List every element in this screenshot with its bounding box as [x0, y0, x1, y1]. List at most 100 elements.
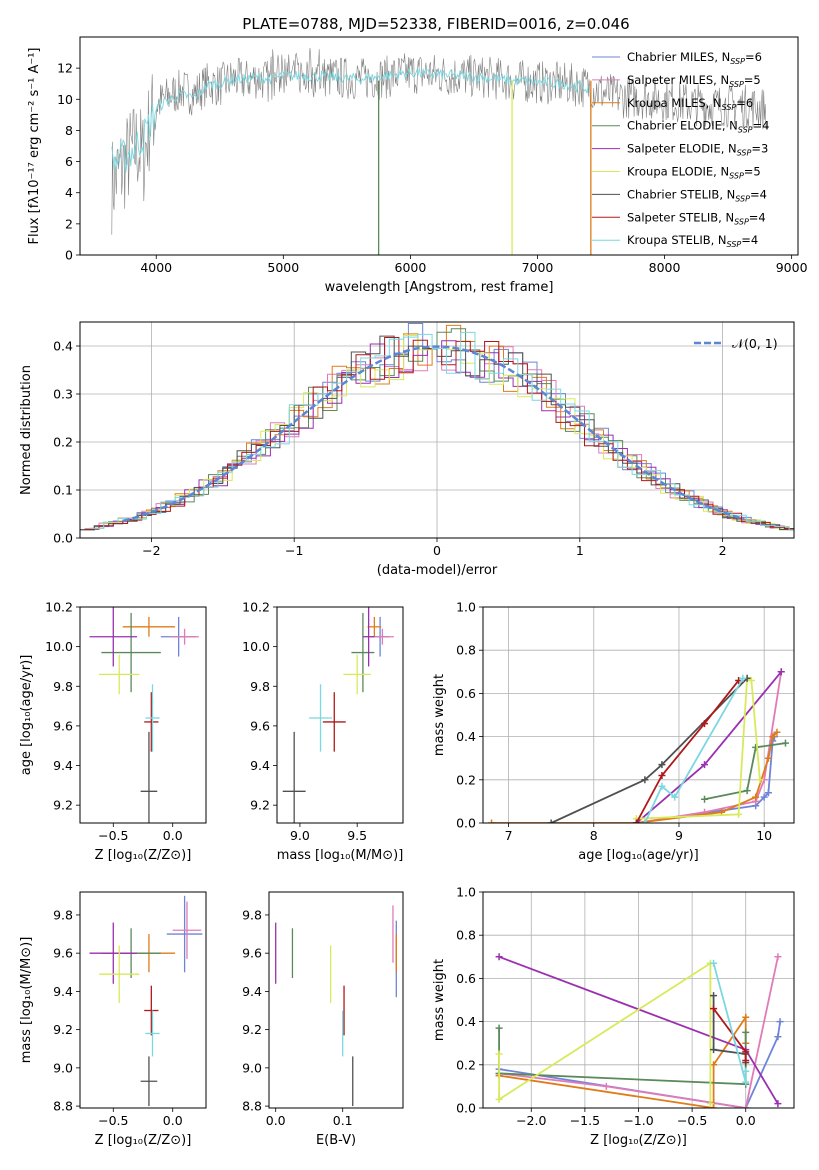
y-tick-label: 9.4 [242, 984, 262, 999]
weight-marker [769, 733, 777, 741]
errorbar-plot [275, 905, 397, 1107]
weight-marker [756, 776, 764, 784]
y-tick-label: 0.6 [456, 686, 476, 701]
weight-marker [710, 1104, 718, 1108]
weight-marker [742, 1104, 750, 1108]
y-tick-label: 9.8 [53, 907, 73, 922]
y-tick-label: 1.0 [456, 600, 476, 615]
weight-marker [710, 1005, 718, 1013]
y-axis-label: mass [log₁₀(M/M⊙)] [19, 937, 34, 1064]
y-tick-label: 9.4 [53, 758, 73, 773]
weight-marker [547, 819, 555, 823]
weight-marker [488, 819, 496, 823]
panel-weight_vs_Z: −2.0 −1.5 −1.0 −0.5 0.0 0.0 0.2 0.4 0.6 0.8 1.0 Z [… [432, 885, 795, 1148]
weight-marker [742, 1048, 750, 1056]
weight-marker [742, 1067, 750, 1075]
y-tick-label: 2 [65, 216, 73, 231]
spectrum-plot [111, 47, 767, 255]
axes-frame [79, 36, 799, 256]
y-tick-label: 0.0 [456, 816, 476, 831]
y-tick-label: 9.0 [242, 1060, 262, 1075]
weight-marker [710, 959, 718, 967]
legend-entry: Kroupa ELODIE, NSSP=5 [627, 165, 761, 181]
y-tick-label: 0.2 [53, 435, 73, 450]
y-tick-label: 9.0 [53, 1060, 73, 1075]
x-tick-label: −0.5 [98, 1113, 128, 1128]
x-tick-label: −0.5 [677, 1113, 707, 1128]
y-tick-label: 0.8 [456, 643, 476, 658]
weight-marker [764, 754, 772, 762]
normal-curve [122, 345, 745, 523]
y-tick-label: 0.4 [456, 1014, 476, 1029]
weight-marker [495, 1050, 503, 1058]
weight-plot [495, 953, 784, 1108]
x-tick-label: 8000 [649, 260, 681, 275]
weight-marker [495, 953, 503, 961]
y-axis-label: Flux [fλ10⁻¹⁷ erg cm⁻² s⁻¹ A⁻¹] [27, 48, 42, 245]
weight-marker [781, 739, 789, 747]
y-tick-label: 10.0 [45, 639, 73, 654]
y-tick-label: 1.0 [456, 885, 476, 900]
weight-marker [495, 1095, 503, 1103]
weight-line-salpeter-stelib [635, 679, 740, 823]
weight-marker [742, 1028, 750, 1036]
x-tick-label: 0.0 [163, 1113, 183, 1128]
y-axis-label: Normed distribution [19, 365, 34, 495]
y-tick-label: 10 [57, 92, 73, 107]
legend-entry: Chabrier ELODIE, NSSP=4 [627, 119, 769, 135]
y-tick-label: 0.1 [53, 483, 73, 498]
x-tick-label: 0.0 [736, 1113, 756, 1128]
weight-marker [658, 761, 666, 769]
x-tick-label: −0.5 [98, 828, 128, 843]
y-tick-label: 9.2 [242, 1022, 262, 1037]
x-axis-label: mass [log₁₀(M/M⊙)] [277, 848, 404, 863]
x-tick-label: −1.5 [570, 1113, 600, 1128]
y-tick-label: 0.0 [53, 531, 73, 546]
x-tick-label: 9000 [776, 260, 808, 275]
weight-marker [774, 1100, 782, 1108]
residual-plot [80, 323, 794, 531]
x-tick-label: 6000 [395, 260, 427, 275]
x-tick-label: 9.5 [347, 828, 367, 843]
x-tick-label: 1 [576, 543, 584, 558]
y-tick-label: 9.6 [53, 946, 73, 961]
panel-age_vs_mass: 9.0 9.5 9.2 9.4 9.6 9.8 10.0 10.2 mass [log₁₀(M/… [242, 600, 404, 863]
y-tick-label: 0.4 [53, 339, 73, 354]
x-tick-label: 8 [590, 828, 598, 843]
panel-residuals: −2 −1 0 1 2 0.0 0.1 0.2 0.3 0.4 (data-model)/error… [19, 321, 795, 578]
axes-frame [276, 606, 404, 824]
y-tick-label: 9.6 [53, 718, 73, 733]
y-axis-label: mass weight [432, 959, 447, 1041]
y-tick-label: 0.8 [456, 928, 476, 943]
y-axis-label: age [log₁₀(age/yr)] [19, 655, 34, 776]
y-tick-label: 0.0 [456, 1101, 476, 1116]
weight-marker [658, 771, 666, 779]
weight-plot [488, 668, 789, 823]
weight-line-salpeter-miles [498, 956, 779, 1108]
panel-weight_vs_age: 7 8 9 10 0.0 0.2 0.4 0.6 0.8 1.0 age [log₁₀(age/yr… [432, 600, 795, 863]
weight-marker [710, 992, 718, 1000]
x-tick-label: 7000 [522, 260, 554, 275]
y-tick-label: 0.2 [456, 772, 476, 787]
y-tick-label: 9.8 [53, 679, 73, 694]
panel-spectrum: 4000 5000 6000 7000 8000 9000 0 2 4 6 8 10 12 wavelen… [27, 36, 808, 295]
x-tick-label: 9.0 [290, 828, 310, 843]
x-axis-label: wavelength [Angstrom, rest frame] [325, 280, 554, 295]
weight-marker [710, 1046, 718, 1054]
weight-marker [701, 720, 709, 728]
x-tick-label: 0 [433, 543, 441, 558]
x-tick-label: 0.1 [333, 1113, 353, 1128]
errorbar-plot [89, 607, 199, 823]
y-tick-label: 6 [65, 154, 73, 169]
y-tick-label: 9.6 [242, 946, 262, 961]
y-tick-label: 0.2 [456, 1057, 476, 1072]
weight-marker [742, 1078, 750, 1086]
weight-marker [706, 1100, 714, 1108]
x-tick-label: 4000 [140, 260, 172, 275]
weight-marker [641, 819, 649, 823]
y-tick-label: 10.2 [45, 600, 73, 615]
x-tick-label: −1 [285, 543, 303, 558]
y-tick-label: 0.3 [53, 387, 73, 402]
weight-line-kroupa-elodie [498, 961, 712, 1104]
